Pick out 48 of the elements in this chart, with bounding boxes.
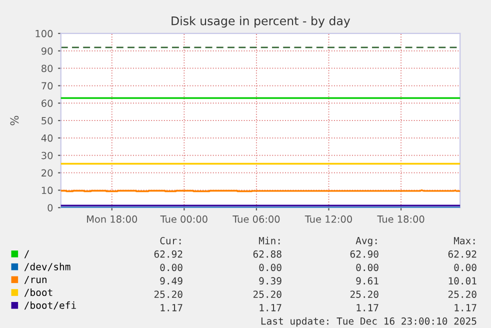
text: 1.17 [356,304,378,312]
text: 62.92 [154,250,182,258]
text: 25.20 [350,290,378,298]
x-tick-label: Mon 18:00 [87,215,138,223]
y-tick-label: 30 [42,152,53,160]
y-tick-label: 60 [42,100,53,107]
chart-title: Disk usage in percent - by day [172,16,350,28]
y-tick-label: 0 [48,204,53,212]
legend-label: / [24,250,30,258]
text: 62.90 [350,250,378,258]
y-tick-label: 100 [36,30,53,38]
text: 1.17 [260,304,282,312]
text: Cur: [160,236,181,244]
text: 62.88 [253,250,282,258]
text: 0.00 [259,264,282,272]
text: 25.20 [253,290,282,298]
x-tick-label: Tue 18:00 [377,215,424,223]
y-tick-label: 40 [41,134,53,142]
text: Max: [454,237,475,244]
text: 1.17 [454,304,476,312]
text: 9.61 [356,277,378,285]
legend-label: /boot/efi [24,301,76,310]
text: Min: [258,236,280,244]
text: 25.20 [154,290,182,298]
legend-label: /run [24,276,46,284]
y-tick-label: 50 [42,117,53,124]
text: 0.00 [356,264,378,272]
text: 0.00 [160,264,182,272]
x-tick-label: Tue 00:00 [160,215,208,223]
text: 62.92 [448,250,476,258]
text: Avg: [356,237,377,246]
legend-label: /boot [24,288,52,297]
y-tick-label: 20 [42,169,53,177]
y-tick-label: 10 [42,186,53,194]
y-axis-title: % [10,116,19,126]
text: Last update: Tue Dec 16 23:00:10 2025 [261,317,476,327]
text: 1.17 [160,304,182,312]
x-tick-label: Tue 12:00 [304,215,352,223]
y-tick-label: 70 [42,82,53,90]
y-tick-label: 80 [42,64,53,72]
text: 0.00 [454,264,476,272]
text: 9.49 [160,277,182,285]
y-tick-label: 90 [41,47,53,55]
legend-label: /dev/shm [24,262,70,272]
x-tick-label: Tue 06:00 [232,215,280,223]
text: 9.39 [259,277,282,285]
text: 25.20 [448,290,476,298]
text: 10.01 [448,277,476,285]
